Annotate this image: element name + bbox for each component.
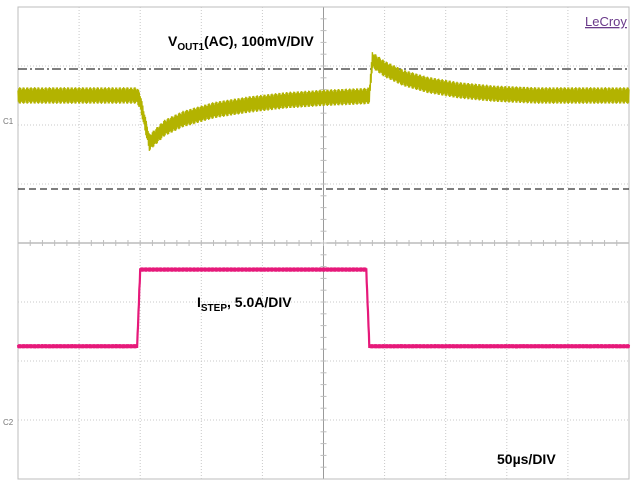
istep-trace: [16, 267, 631, 349]
vout-label-rest: (AC), 100mV/DIV: [204, 33, 314, 49]
traces: [16, 52, 631, 349]
timebase-annotation: 50µs/DIV: [497, 451, 556, 467]
channel-tag-c2: C2: [3, 418, 14, 427]
istep-label-sub: STEP: [201, 303, 227, 314]
vout-trace: [17, 52, 630, 151]
istep-label-main: I: [197, 294, 201, 310]
channel-tag-c1: C1: [3, 117, 14, 126]
graticule: [17, 6, 630, 480]
istep-annotation: ISTEP, 5.0A/DIV: [197, 294, 292, 314]
vout-label-main: V: [168, 33, 178, 49]
vout-label-sub: OUT1: [177, 42, 204, 53]
istep-label-rest: , 5.0A/DIV: [227, 294, 292, 310]
vout-annotation: VOUT1(AC), 100mV/DIV: [168, 33, 314, 53]
brand-logo: LeCroy: [585, 14, 627, 29]
